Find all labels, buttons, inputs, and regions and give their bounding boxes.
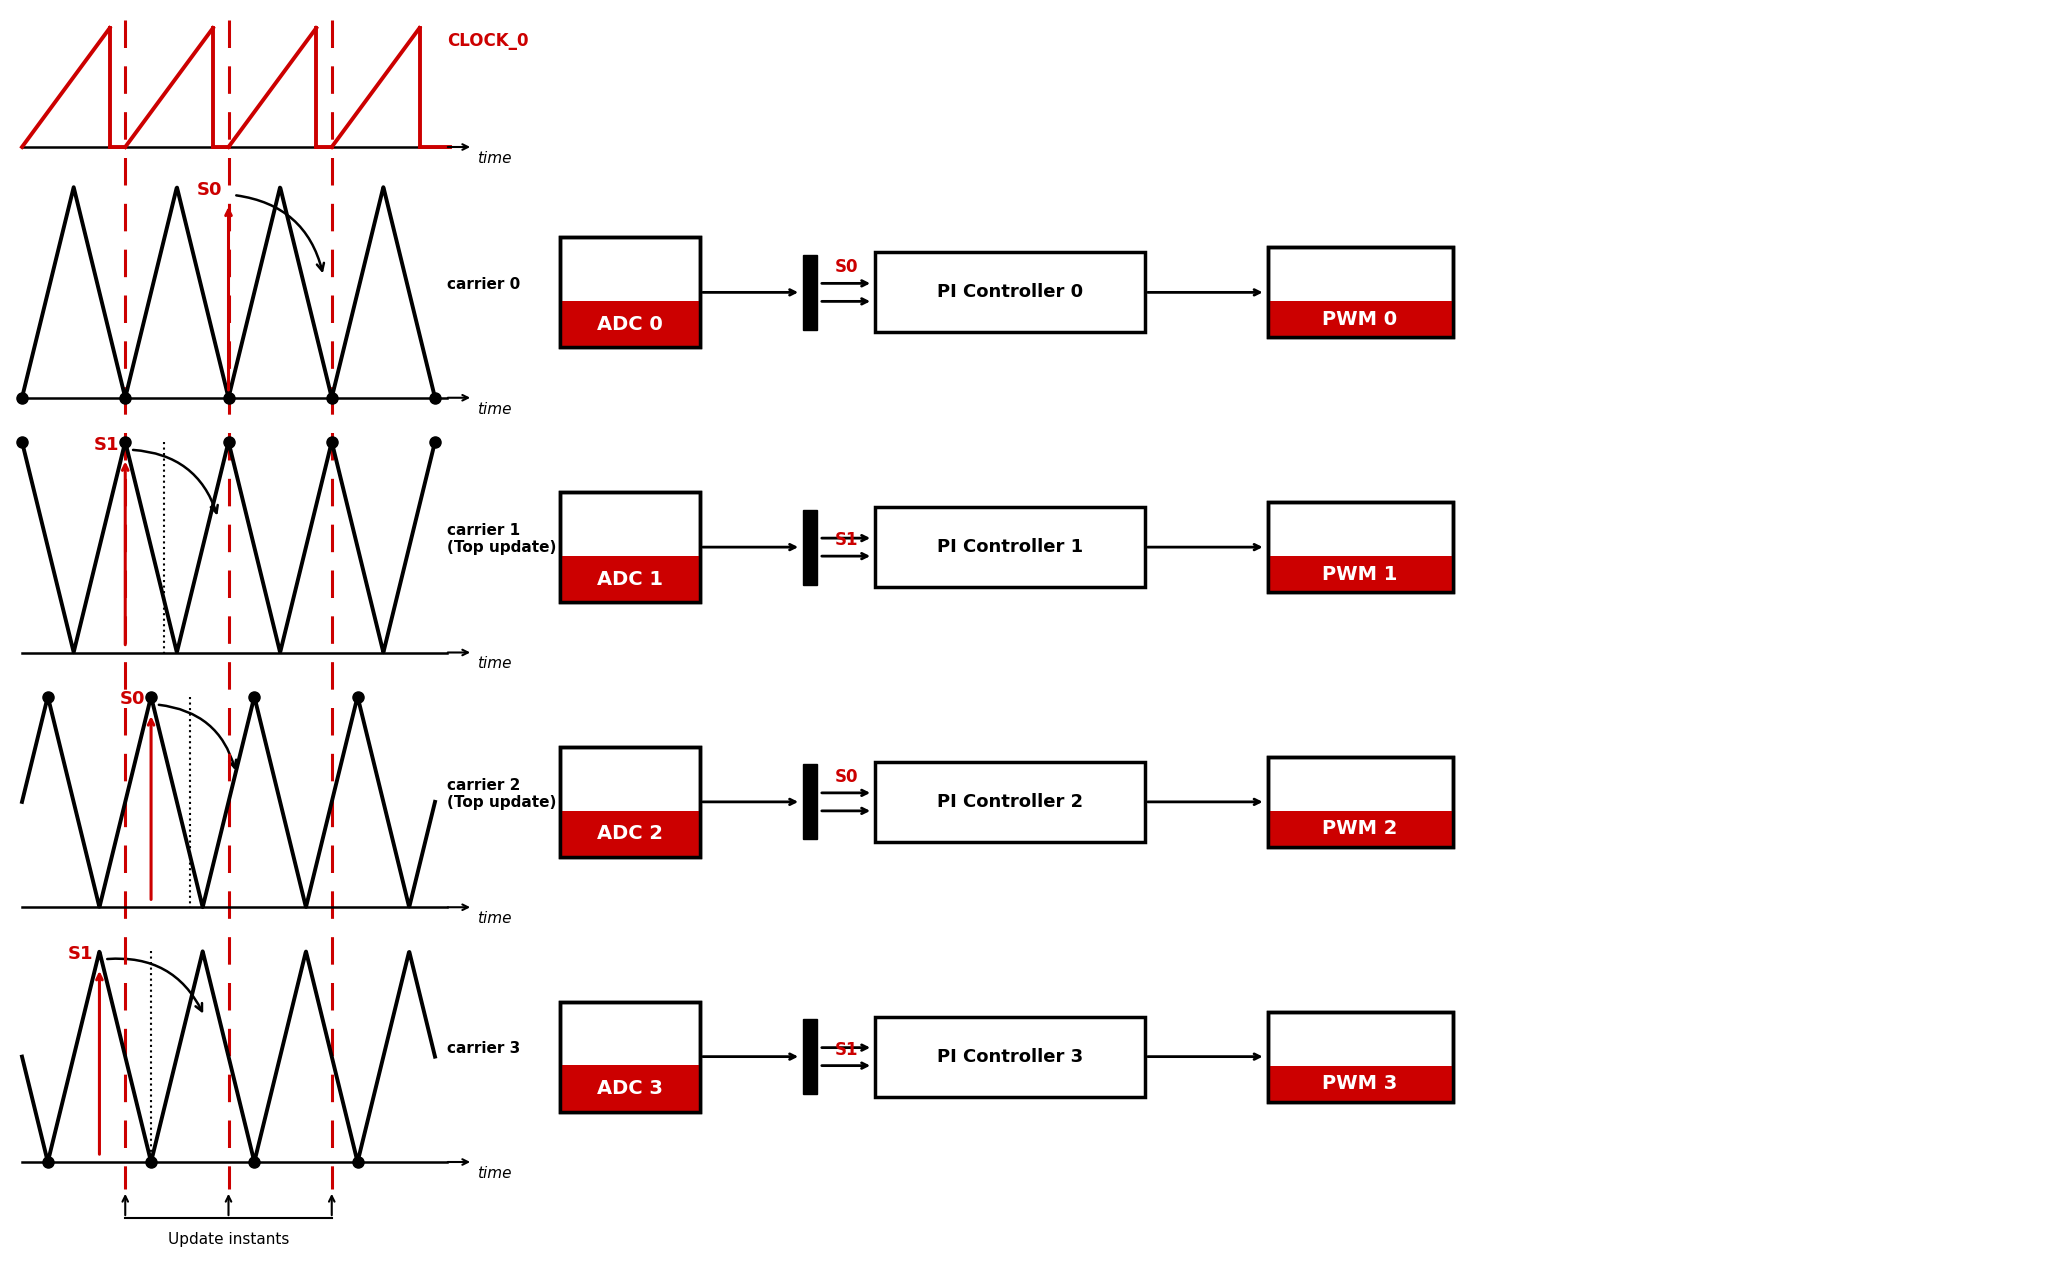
Text: S0: S0: [834, 768, 858, 786]
Bar: [1268, 756, 1452, 846]
Bar: [1268, 247, 1452, 338]
Text: PI Controller 3: PI Controller 3: [936, 1048, 1083, 1066]
Bar: [559, 237, 700, 348]
Text: S1: S1: [94, 435, 119, 453]
Bar: [803, 1019, 817, 1094]
FancyArrowPatch shape: [236, 195, 324, 270]
Bar: [1268, 556, 1452, 593]
Text: PI Controller 1: PI Controller 1: [936, 538, 1083, 556]
Text: Update instants: Update instants: [168, 1232, 289, 1247]
Text: carrier 1
(Top update): carrier 1 (Top update): [446, 523, 557, 556]
Bar: [874, 508, 1145, 588]
Bar: [803, 764, 817, 839]
Text: time: time: [477, 911, 512, 926]
Bar: [874, 1016, 1145, 1096]
Bar: [1268, 811, 1452, 846]
Text: time: time: [477, 151, 512, 166]
Text: S0: S0: [834, 259, 858, 277]
Bar: [1268, 756, 1452, 846]
Text: S1: S1: [68, 945, 94, 963]
Bar: [874, 761, 1145, 841]
Bar: [559, 811, 700, 857]
Bar: [559, 1066, 700, 1112]
Bar: [803, 510, 817, 585]
Text: carrier 2
(Top update): carrier 2 (Top update): [446, 778, 557, 810]
Bar: [559, 492, 700, 602]
Text: ADC 1: ADC 1: [598, 570, 664, 589]
Bar: [559, 747, 700, 857]
Text: PI Controller 0: PI Controller 0: [936, 283, 1083, 301]
Text: time: time: [477, 402, 512, 416]
Bar: [1268, 301, 1452, 338]
Bar: [874, 253, 1145, 332]
Text: PI Controller 2: PI Controller 2: [936, 793, 1083, 811]
Text: S1: S1: [834, 1041, 858, 1058]
Bar: [559, 301, 700, 348]
Text: carrier 3: carrier 3: [446, 1041, 520, 1056]
Bar: [559, 556, 700, 602]
Text: S1: S1: [834, 532, 858, 549]
Text: CLOCK_0: CLOCK_0: [446, 32, 528, 49]
FancyArrowPatch shape: [160, 704, 236, 768]
Bar: [559, 1001, 700, 1112]
Bar: [1268, 1011, 1452, 1101]
Text: ADC 0: ADC 0: [598, 315, 664, 334]
Bar: [803, 255, 817, 330]
Text: PWM 0: PWM 0: [1323, 310, 1397, 329]
Bar: [1268, 503, 1452, 593]
Text: ADC 3: ADC 3: [598, 1079, 664, 1098]
Text: S0: S0: [119, 690, 145, 708]
Text: PWM 2: PWM 2: [1323, 820, 1397, 839]
Text: ADC 2: ADC 2: [598, 825, 664, 844]
Bar: [1268, 1011, 1452, 1101]
Bar: [1268, 247, 1452, 338]
FancyArrowPatch shape: [133, 450, 217, 513]
Bar: [559, 237, 700, 348]
Text: time: time: [477, 1166, 512, 1181]
Text: time: time: [477, 656, 512, 671]
Bar: [1268, 1066, 1452, 1101]
Text: PWM 3: PWM 3: [1323, 1074, 1397, 1093]
Bar: [1268, 503, 1452, 593]
FancyArrowPatch shape: [106, 958, 203, 1011]
Bar: [559, 1001, 700, 1112]
Text: carrier 0: carrier 0: [446, 277, 520, 292]
Bar: [559, 492, 700, 602]
Bar: [559, 747, 700, 857]
Text: PWM 1: PWM 1: [1323, 565, 1397, 584]
Text: S0: S0: [197, 181, 223, 199]
